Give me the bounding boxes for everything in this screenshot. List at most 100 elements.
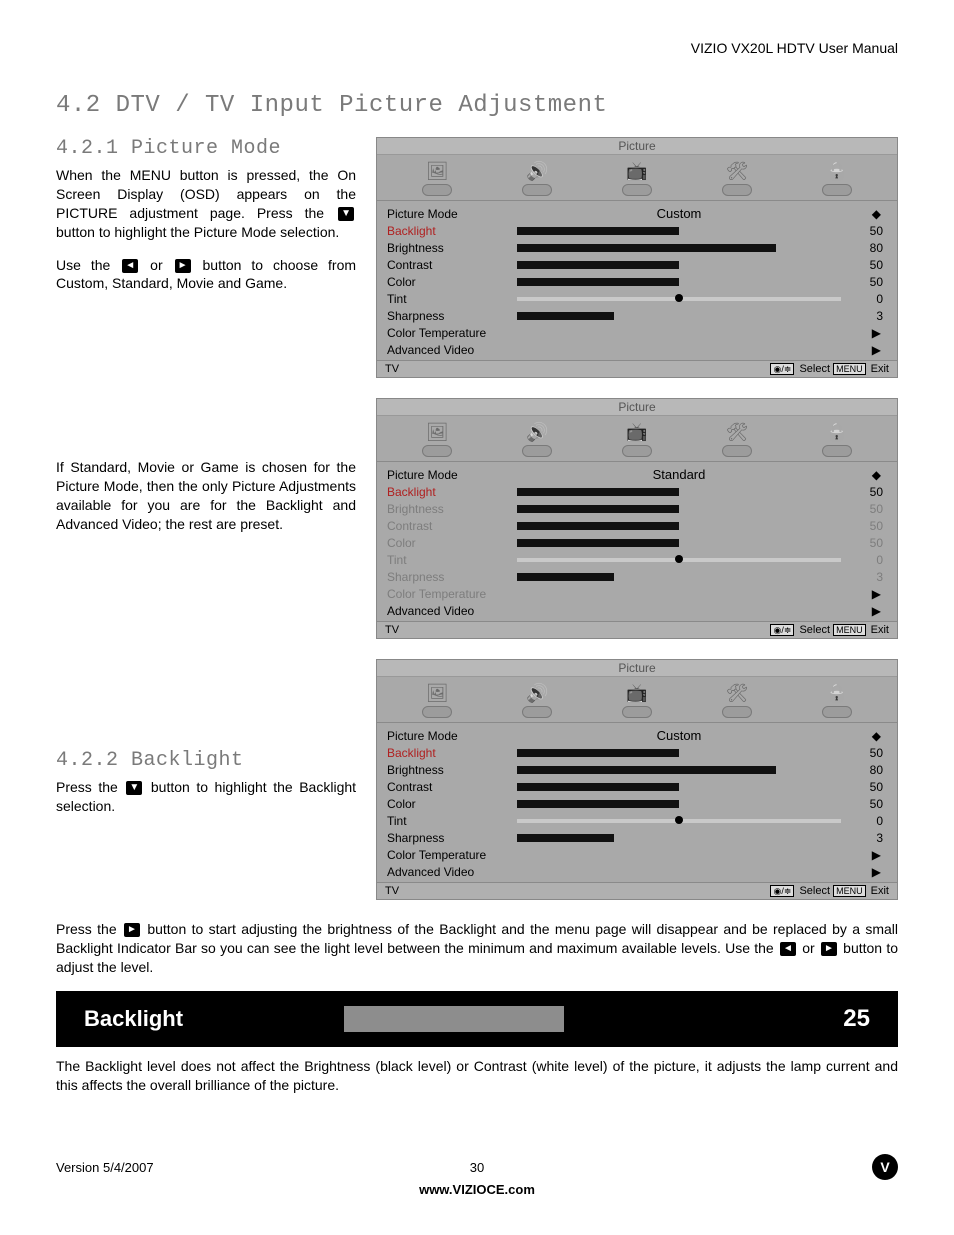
chevron-right-icon: ▶ bbox=[841, 343, 887, 357]
osd-row-label: Color bbox=[387, 797, 517, 811]
paragraph-5: Press the ► button to start adjusting th… bbox=[56, 920, 898, 977]
menu-key-icon: MENU bbox=[833, 624, 866, 636]
osd-row-backlight[interactable]: Backlight 50 bbox=[387, 222, 887, 239]
paragraph-1: When the MENU button is pressed, the On … bbox=[56, 166, 356, 242]
osd-row-value: 50 bbox=[841, 780, 887, 794]
tv-icon: 📺 bbox=[626, 422, 648, 443]
osd-row-contrast[interactable]: Contrast 50 bbox=[387, 256, 887, 273]
osd-row-advanced-video[interactable]: Advanced Video ▶ bbox=[387, 602, 887, 619]
osd-row-sharpness[interactable]: Sharpness 3 bbox=[387, 568, 887, 585]
down-button-icon: ▼ bbox=[338, 207, 354, 221]
osd-foot-exit: Exit bbox=[871, 363, 889, 375]
menu-key-icon: MENU bbox=[833, 363, 866, 375]
osd-row-value: 50 bbox=[841, 275, 887, 289]
osd-row-picture-mode[interactable]: Picture Mode Standard ◆ bbox=[387, 466, 887, 483]
audio-icon: 🔊 bbox=[526, 422, 548, 443]
select-key-icon: ◉/≑ bbox=[770, 885, 794, 897]
osd-row-sharpness[interactable]: Sharpness 3 bbox=[387, 307, 887, 324]
osd-row-advanced-video[interactable]: Advanced Video ▶ bbox=[387, 341, 887, 358]
osd-tab-strip bbox=[377, 706, 897, 723]
osd-row-contrast[interactable]: Contrast 50 bbox=[387, 517, 887, 534]
osd-row-tint[interactable]: Tint 0 bbox=[387, 290, 887, 307]
backlight-bar-label: Backlight bbox=[84, 1006, 344, 1032]
right-button-icon: ► bbox=[175, 259, 191, 273]
backlight-bar-track bbox=[344, 1006, 564, 1032]
osd-mode-value: Standard bbox=[517, 467, 841, 482]
osd-row-value: 50 bbox=[841, 536, 887, 550]
osd-row-backlight[interactable]: Backlight 50 bbox=[387, 744, 887, 761]
osd-row-color-temperature[interactable]: Color Temperature ▶ bbox=[387, 846, 887, 863]
osd-tab-strip bbox=[377, 184, 897, 201]
diamond-icon: ◆ bbox=[841, 207, 887, 221]
audio-icon: 🔊 bbox=[526, 161, 548, 182]
paragraph-6: The Backlight level does not affect the … bbox=[56, 1057, 898, 1095]
section-heading: 4.2 DTV / TV Input Picture Adjustment bbox=[56, 92, 898, 119]
osd-row-backlight[interactable]: Backlight 50 bbox=[387, 483, 887, 500]
osd-row-tint[interactable]: Tint 0 bbox=[387, 812, 887, 829]
osd-row-color[interactable]: Color 50 bbox=[387, 534, 887, 551]
osd-row-value: 50 bbox=[841, 485, 887, 499]
osd-row-label: Sharpness bbox=[387, 831, 517, 845]
down-button-icon: ▼ bbox=[126, 781, 142, 795]
osd-row-label: Brightness bbox=[387, 502, 517, 516]
para2-a: Use the bbox=[56, 257, 110, 273]
select-key-icon: ◉/≑ bbox=[770, 624, 794, 636]
vizio-logo-icon: V bbox=[872, 1154, 898, 1180]
osd-row-brightness[interactable]: Brightness 50 bbox=[387, 500, 887, 517]
paragraph-3: If Standard, Movie or Game is chosen for… bbox=[56, 458, 356, 534]
osd-row-label: Backlight bbox=[387, 746, 517, 760]
para1-b: button to highlight the Picture Mode sel… bbox=[56, 224, 339, 240]
osd-source-label: TV bbox=[385, 363, 399, 375]
osd-row-brightness[interactable]: Brightness 80 bbox=[387, 761, 887, 778]
osd-row-color[interactable]: Color 50 bbox=[387, 273, 887, 290]
osd-row-label: Color Temperature bbox=[387, 587, 517, 601]
osd-row-color[interactable]: Color 50 bbox=[387, 795, 887, 812]
para5-a: Press the bbox=[56, 921, 117, 937]
para2-b: or bbox=[150, 257, 162, 273]
parental-icon: 🔒 bbox=[826, 683, 848, 704]
parental-icon: 🔒 bbox=[826, 422, 848, 443]
setup-icon: 🛠 bbox=[726, 161, 749, 182]
parental-icon: 🔒 bbox=[826, 161, 848, 182]
osd-row-picture-mode[interactable]: Picture Mode Custom ◆ bbox=[387, 727, 887, 744]
chevron-right-icon: ▶ bbox=[841, 865, 887, 879]
osd-row-tint[interactable]: Tint 0 bbox=[387, 551, 887, 568]
osd-row-value: 0 bbox=[841, 553, 887, 567]
picture-icon: 🖼 bbox=[426, 683, 449, 704]
osd-row-label: Color Temperature bbox=[387, 326, 517, 340]
osd-row-value: 80 bbox=[841, 763, 887, 777]
osd-row-label: Picture Mode bbox=[387, 207, 517, 221]
chevron-right-icon: ▶ bbox=[841, 587, 887, 601]
osd-row-advanced-video[interactable]: Advanced Video ▶ bbox=[387, 863, 887, 880]
osd-row-value: 50 bbox=[841, 224, 887, 238]
osd-source-label: TV bbox=[385, 624, 399, 636]
para4-a: Press the bbox=[56, 779, 118, 795]
osd-row-label: Backlight bbox=[387, 485, 517, 499]
osd-row-label: Color bbox=[387, 536, 517, 550]
osd-row-picture-mode[interactable]: Picture Mode Custom ◆ bbox=[387, 205, 887, 222]
osd-row-sharpness[interactable]: Sharpness 3 bbox=[387, 829, 887, 846]
backlight-indicator-bar: Backlight 25 bbox=[56, 991, 898, 1047]
right-button-icon: ► bbox=[821, 942, 837, 956]
chevron-right-icon: ▶ bbox=[841, 848, 887, 862]
osd-row-label: Backlight bbox=[387, 224, 517, 238]
osd-row-label: Advanced Video bbox=[387, 343, 517, 357]
paragraph-2: Use the ◄ or ► button to choose from Cus… bbox=[56, 256, 356, 294]
osd-row-label: Picture Mode bbox=[387, 729, 517, 743]
chevron-right-icon: ▶ bbox=[841, 326, 887, 340]
osd-foot-select: Select bbox=[799, 363, 830, 375]
osd-row-color-temperature[interactable]: Color Temperature ▶ bbox=[387, 324, 887, 341]
osd-row-value: 50 bbox=[841, 258, 887, 272]
osd-row-color-temperature[interactable]: Color Temperature ▶ bbox=[387, 585, 887, 602]
osd-row-brightness[interactable]: Brightness 80 bbox=[387, 239, 887, 256]
para5-c: or bbox=[802, 940, 814, 956]
osd-row-contrast[interactable]: Contrast 50 bbox=[387, 778, 887, 795]
osd-category-icons: 🖼 🔊 📺 🛠 🔒 bbox=[377, 677, 897, 706]
setup-icon: 🛠 bbox=[726, 683, 749, 704]
osd-row-value: 50 bbox=[841, 519, 887, 533]
osd-row-label: Advanced Video bbox=[387, 604, 517, 618]
osd-row-label: Color bbox=[387, 275, 517, 289]
osd-row-value: 3 bbox=[841, 570, 887, 584]
osd-foot-select: Select bbox=[799, 624, 830, 636]
osd-title: Picture bbox=[377, 660, 897, 677]
